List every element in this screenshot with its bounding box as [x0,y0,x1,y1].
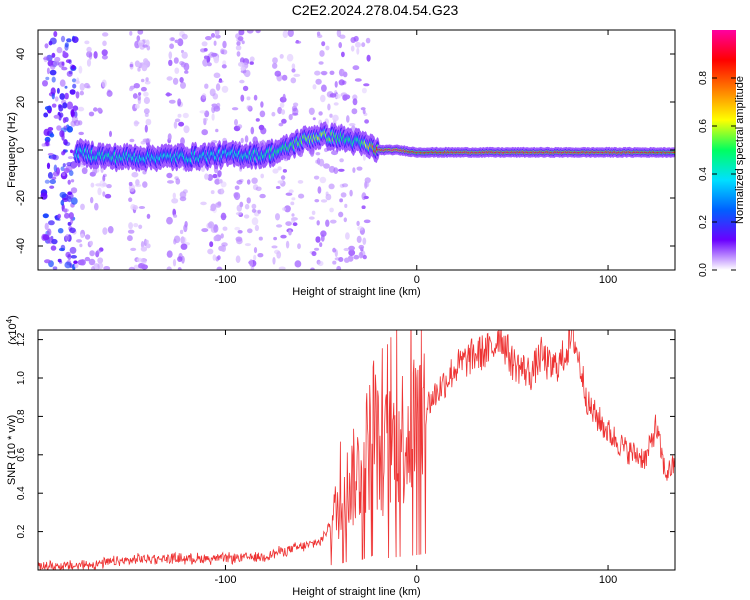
x-axis-label-bottom: Height of straight line (km) [292,586,420,598]
y-tick-label-top-0: -40 [15,238,27,254]
x-tick-label-top-0: -100 [214,274,236,286]
y-tick-label-bottom-3: 0.8 [16,409,27,423]
x-axis-label-top: Height of straight line (km) [292,286,420,298]
y-tick-label-bottom-1: 0.4 [16,486,27,500]
snr-plot-frame [37,329,676,571]
x-tick-label-bottom-0: -100 [214,574,236,586]
y-tick-label-bottom-4: 1.0 [16,371,27,385]
y-axis-label-bottom: SNR (10 * v/v) [6,415,18,485]
y-tick-label-top-1: -20 [15,190,27,206]
colorbar-label: Normalized spectral amplitude [734,76,746,224]
y-tick-label-top-4: 40 [15,48,27,60]
x-tick-label-top-2: 100 [599,274,617,286]
spectrogram-heatmap [40,30,675,270]
y-tick-label-bottom-5: 1.2 [16,332,27,346]
y-axis-label-top: Frequency (Hz) [6,112,18,188]
colorbar [712,30,736,270]
colorbar-tick-label-3: 0.6 [698,119,709,133]
chart-title: C2E2.2024.278.04.54.G23 [291,2,459,18]
colorbar-tick-label-0: 0.0 [698,263,709,277]
x-tick-label-bottom-1: 0 [414,574,420,586]
y-tick-label-bottom-2: 0.6 [16,447,27,461]
x-tick-label-top-1: 0 [414,274,420,286]
colorbar-tick-label-4: 0.8 [698,71,709,85]
snr-multiplier-label: (x104) [5,315,19,345]
x-tick-label-bottom-2: 100 [599,574,617,586]
y-tick-label-top-2: 0 [15,147,27,153]
colorbar-tick-label-2: 0.4 [698,167,709,181]
y-tick-label-bottom-0: 0.2 [16,524,27,538]
snr-series-line [38,330,675,570]
colorbar-tick-label-1: 0.2 [698,215,709,229]
y-tick-label-top-3: 20 [15,96,27,108]
